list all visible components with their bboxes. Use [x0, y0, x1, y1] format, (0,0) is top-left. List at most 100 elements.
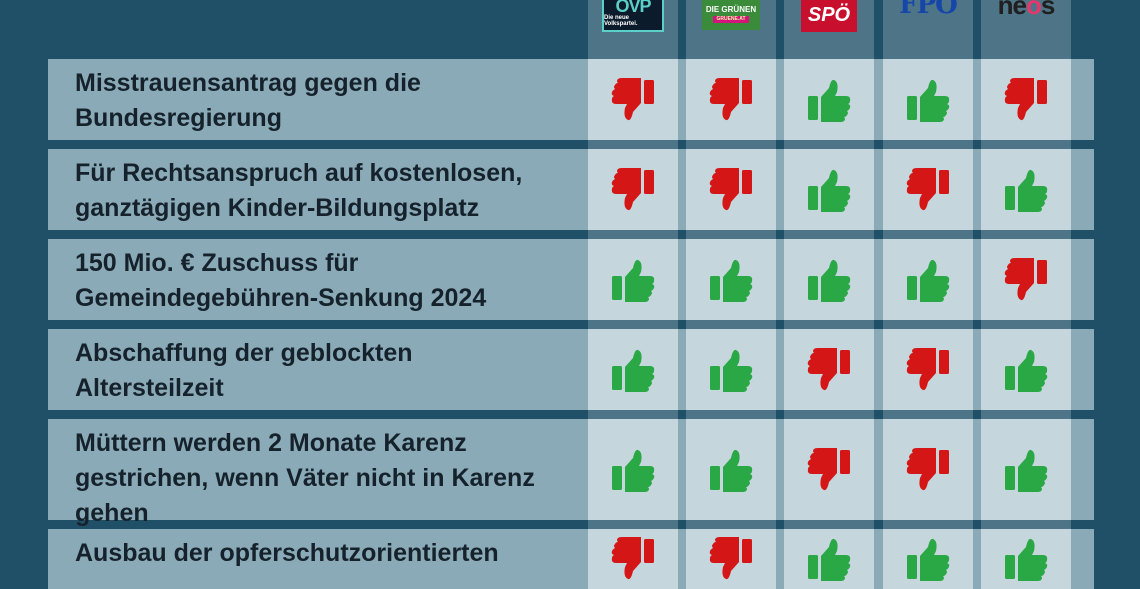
vote-fpoe — [883, 419, 973, 520]
row-spacer — [973, 329, 981, 410]
thumbs-up-icon — [1005, 538, 1048, 581]
thumbs-up-icon — [1005, 349, 1048, 392]
motion-label-line: Abschaffung der geblockten — [75, 339, 413, 367]
motion-label-line: Gemeindegebühren-Senkung 2024 — [75, 284, 487, 312]
thumbs-down-icon — [611, 167, 654, 210]
vote-spoe — [784, 59, 874, 140]
row-spacer — [678, 419, 686, 520]
table-row: Für Rechtsanspruch auf kostenlosen, ganzt… — [48, 149, 1094, 230]
table-row: Abschaffung der geblockten Altersteilzeit — [48, 329, 1094, 410]
vote-fpoe — [883, 59, 973, 140]
vote-oevp — [588, 149, 678, 230]
vote-fpoe — [883, 329, 973, 410]
vote-spoe — [784, 419, 874, 520]
row-spacer — [874, 329, 883, 410]
row-spacer — [973, 59, 981, 140]
motion-label: Misstrauensantrag gegen die Bundesregieru… — [48, 59, 586, 140]
gruene-logo-text: DIE GRÜNEN — [705, 4, 757, 14]
oevp-logo-text: ÖVP — [615, 0, 651, 16]
thumbs-down-icon — [807, 347, 850, 390]
thumbs-down-icon — [709, 77, 752, 120]
vote-gruene — [686, 149, 776, 230]
vote-neos — [981, 59, 1071, 140]
thumbs-down-icon — [807, 447, 850, 490]
thumbs-down-icon — [906, 167, 949, 210]
row-spacer — [678, 239, 686, 320]
vote-fpoe — [883, 529, 973, 589]
row-spacer — [973, 529, 981, 589]
thumbs-up-icon — [1005, 449, 1048, 492]
oevp-logo-mark: ÖVP Die neue Volkspartei. — [602, 0, 664, 32]
motion-label: 150 Mio. € Zuschuss für Gemeindegebühren-… — [48, 239, 586, 320]
gruene-logo-subtext: GRUENE.AT — [713, 15, 749, 23]
vote-neos — [981, 329, 1071, 410]
motion-label: Ausbau der opferschutzorientierten — [48, 529, 586, 589]
vote-neos — [981, 419, 1071, 520]
row-spacer — [1071, 149, 1094, 230]
thumbs-up-icon — [710, 349, 753, 392]
thumbs-down-icon — [906, 347, 949, 390]
fpoe-logo-text: FPÖ — [899, 0, 958, 20]
spoe-logo-text: SPÖ — [807, 4, 851, 26]
motion-label-line: ganztägigen Kinder-Bildungsplatz — [75, 194, 480, 222]
spoe-logo-mark: SPÖ — [801, 0, 857, 32]
thumbs-down-icon — [1004, 257, 1047, 300]
logo-spoe: SPÖ — [784, 0, 874, 36]
vote-oevp — [588, 329, 678, 410]
thumbs-down-icon — [906, 447, 949, 490]
row-spacer — [776, 329, 784, 410]
thumbs-up-icon — [612, 349, 655, 392]
vote-spoe — [784, 149, 874, 230]
row-spacer — [586, 419, 588, 520]
thumbs-up-icon — [907, 79, 950, 122]
motion-label: Müttern werden 2 Monate Karenz gestrichen… — [48, 419, 586, 527]
thumbs-down-icon — [611, 77, 654, 120]
vote-neos — [981, 239, 1071, 320]
row-spacer — [874, 239, 883, 320]
logo-oevp: ÖVP Die neue Volkspartei. — [588, 0, 678, 36]
logo-gruene: DIE GRÜNEN GRUENE.AT — [686, 0, 776, 36]
row-spacer — [586, 59, 588, 140]
vote-gruene — [686, 529, 776, 589]
logo-fpoe: FPÖ — [883, 0, 973, 36]
thumbs-up-icon — [612, 449, 655, 492]
vote-gruene — [686, 419, 776, 520]
table-row: Müttern werden 2 Monate Karenz gestrichen… — [48, 419, 1094, 527]
row-spacer — [586, 149, 588, 230]
fpoe-logo-mark: FPÖ — [899, 0, 958, 20]
thumbs-up-icon — [907, 538, 950, 581]
row-spacer — [678, 529, 686, 589]
row-spacer — [776, 419, 784, 520]
row-spacer — [1071, 59, 1094, 140]
vote-neos — [981, 149, 1071, 230]
table-row: Misstrauensantrag gegen die Bundesregieru… — [48, 59, 1094, 140]
vote-fpoe — [883, 149, 973, 230]
row-spacer — [586, 239, 588, 320]
neos-logo-mark: neos — [998, 0, 1056, 18]
row-spacer — [1071, 329, 1094, 410]
row-spacer — [973, 239, 981, 320]
vote-spoe — [784, 239, 874, 320]
row-spacer — [678, 59, 686, 140]
motion-label-line: Für Rechtsanspruch auf kostenlosen, — [75, 159, 523, 187]
motion-label-line: Altersteilzeit — [75, 374, 224, 402]
table-row: Ausbau der opferschutzorientierten — [48, 529, 1094, 589]
thumbs-up-icon — [808, 169, 851, 212]
motion-label-line: Müttern werden 2 Monate Karenz — [75, 429, 467, 457]
row-spacer — [776, 149, 784, 230]
row-spacer — [678, 149, 686, 230]
thumbs-up-icon — [1005, 169, 1048, 212]
vote-oevp — [588, 419, 678, 520]
row-spacer — [973, 149, 981, 230]
thumbs-up-icon — [808, 259, 851, 302]
vote-spoe — [784, 529, 874, 589]
motion-label: Abschaffung der geblockten Altersteilzeit — [48, 329, 586, 410]
thumbs-down-icon — [709, 537, 752, 580]
row-spacer — [1071, 529, 1094, 589]
row-spacer — [586, 329, 588, 410]
motion-label-line: gehen — [75, 499, 149, 527]
row-spacer — [776, 529, 784, 589]
thumbs-down-icon — [709, 167, 752, 210]
thumbs-down-icon — [611, 537, 654, 580]
oevp-logo-subtext: Die neue Volkspartei. — [604, 15, 638, 27]
